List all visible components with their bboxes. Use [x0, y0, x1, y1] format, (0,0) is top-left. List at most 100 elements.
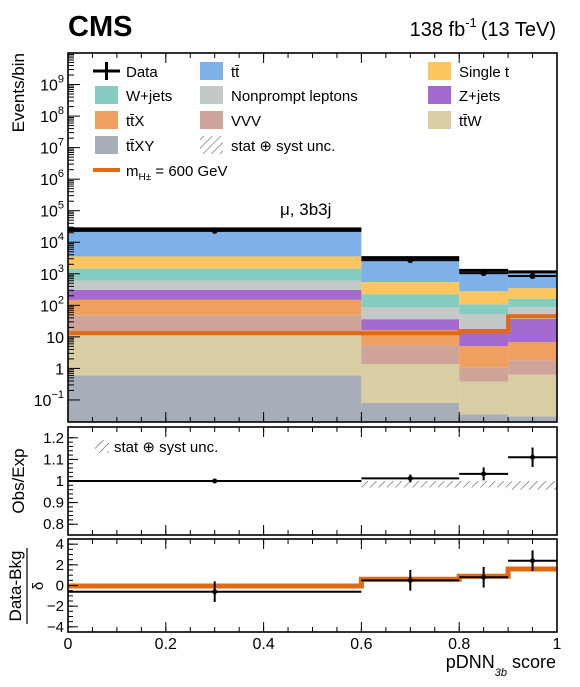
legend-swatch-ttx: [95, 111, 118, 129]
main-tick-label-base-4: 10: [40, 204, 58, 221]
bar-ttxy-bin1: [361, 403, 460, 422]
main-tick-label-6: 103: [40, 263, 64, 284]
legend-text-nonprompt: Nonprompt leptons: [231, 88, 358, 105]
legend-text-data: Data: [126, 64, 158, 81]
pull-y-axis-label: Data-Bkg δ: [6, 548, 47, 624]
ratio-legend-hatch: [95, 440, 109, 453]
pull-points: [68, 550, 557, 603]
legend-swatch-ttxy: [95, 136, 118, 154]
legend-text-zjets: Z+jets: [459, 88, 500, 105]
main-tick-label-exp-2: 7: [58, 137, 64, 149]
legend-text-signal: m: [126, 163, 139, 180]
legend-label-ttw: tt̄W: [459, 113, 482, 130]
bar-nonprompt-bin3: [508, 307, 557, 320]
x-tick-label-1: 0.2: [155, 636, 177, 653]
main-tick-label-9: 1: [55, 361, 64, 378]
legend-swatch-single_t: [428, 62, 451, 80]
pull-y-axis-numerator: Data-Bkg: [6, 551, 25, 622]
x-tick-label-3: 0.6: [350, 636, 372, 653]
main-tick-label-5: 104: [40, 231, 64, 252]
legend-text-ttxy: tt̄XY: [126, 138, 154, 155]
legend-text-single_t: Single t: [459, 64, 510, 81]
pull-tick-label-4: 4: [56, 536, 64, 553]
bar-zjets-bin1: [361, 319, 460, 331]
ratio-points: [68, 447, 557, 484]
data-point-1: [407, 257, 414, 264]
signal-histogram: [68, 314, 557, 336]
data-point-3: [529, 273, 536, 280]
x-tick-label-5: 1: [553, 636, 562, 653]
pull-tick-label-2: 0: [56, 578, 64, 595]
lumi-exponent: -1: [465, 15, 477, 30]
legend-swatch-zjets: [428, 86, 451, 104]
ratio-legend-label: stat ⊕ syst unc.: [114, 439, 218, 456]
x-tick-label-2: 0.4: [252, 636, 274, 653]
signal-line: [68, 314, 557, 336]
legend-label-signal: mH± = 600 GeV: [126, 163, 228, 183]
main-tick-label-base-3: 10: [40, 172, 58, 189]
x-tick-label-0: 0: [64, 636, 73, 653]
x-axis-label-subscript: 3b: [495, 667, 507, 679]
legend-text-vvv: VVV: [231, 113, 261, 130]
main-tick-label-exp-7: 2: [58, 294, 64, 306]
main-tick-label-exp-1: 8: [58, 105, 64, 117]
main-tick-label-8: 10: [46, 330, 64, 347]
ratio-point-0: [212, 478, 218, 484]
legend-suffix-signal: = 600 GeV: [151, 163, 227, 180]
legend-label-nonprompt: Nonprompt leptons: [231, 88, 358, 105]
bar-single_t-bin0: [68, 256, 362, 269]
bar-ttx-bin3: [508, 342, 557, 361]
legend-label-data: Data: [126, 64, 158, 81]
legend-label-wjets: W+jets: [126, 88, 172, 105]
legend-label-ttxy: tt̄XY: [126, 138, 154, 155]
pull-point-3: [530, 558, 536, 564]
x-tick-label-4: 0.8: [448, 636, 470, 653]
main-tick-label-7: 102: [40, 294, 64, 315]
legend-subscript-signal: H±: [139, 172, 152, 183]
lumi-label: 138 fb-1 (13 TeV): [410, 15, 556, 41]
main-tick-label-exp-0: 9: [58, 74, 64, 86]
ratio-tick-label-2: 1: [56, 473, 64, 490]
bar-wjets-bin0: [68, 268, 362, 281]
main-tick-label-base-1: 10: [40, 109, 58, 126]
legend-swatch-vvv: [200, 111, 223, 129]
bar-wjets-bin1: [361, 294, 460, 308]
main-tick-label-base-0: 10: [40, 78, 58, 95]
bar-single_t-bin1: [361, 282, 460, 295]
main-tick-label-4: 105: [40, 200, 64, 221]
ratio-tick-label-3: 1.1: [43, 451, 64, 468]
legend-text-ttbar: tt̄: [231, 64, 240, 81]
bar-vvv-bin2: [459, 367, 509, 382]
lumi-value: 138 fb: [410, 19, 466, 41]
bar-ttw-bin2: [459, 381, 509, 415]
main-tick-label-base-2: 10: [40, 141, 58, 158]
bar-wjets-bin2: [459, 304, 509, 315]
bar-nonprompt-bin1: [361, 307, 460, 320]
main-tick-label-exp-6: 3: [58, 263, 64, 275]
ratio-y-axis: 0.8 0.9 1 1.1 1.2: [43, 430, 78, 533]
bar-ttw-bin0: [68, 332, 362, 376]
main-tick-label-10: 10−1: [34, 389, 64, 410]
bar-vvv-bin1: [361, 345, 460, 365]
pull-tick-label-3: 2: [56, 557, 64, 574]
bar-single_t-bin2: [459, 291, 509, 305]
bar-single_t-bin3: [508, 288, 557, 299]
x-axis-label-suffix: score: [507, 652, 556, 672]
legend-label-ttbar: tt̄: [231, 64, 240, 81]
bar-nonprompt-bin0: [68, 280, 362, 290]
legend-label-vvv: VVV: [231, 113, 261, 130]
main-tick-label-base-8: 10: [46, 330, 64, 347]
unc-band-bin3: [508, 481, 557, 490]
data-point-0: [211, 227, 218, 234]
legend-text-ttw: tt̄W: [459, 113, 482, 130]
bar-zjets-bin3: [508, 319, 557, 343]
background-stack: [68, 227, 557, 422]
bar-nonprompt-bin2: [459, 314, 509, 329]
legend-swatch-unc: [200, 136, 223, 154]
ratio-point-1: [407, 475, 413, 481]
main-tick-label-2: 107: [40, 137, 64, 158]
bar-ttw-bin3: [508, 374, 557, 417]
bar-wjets-bin3: [508, 298, 557, 308]
